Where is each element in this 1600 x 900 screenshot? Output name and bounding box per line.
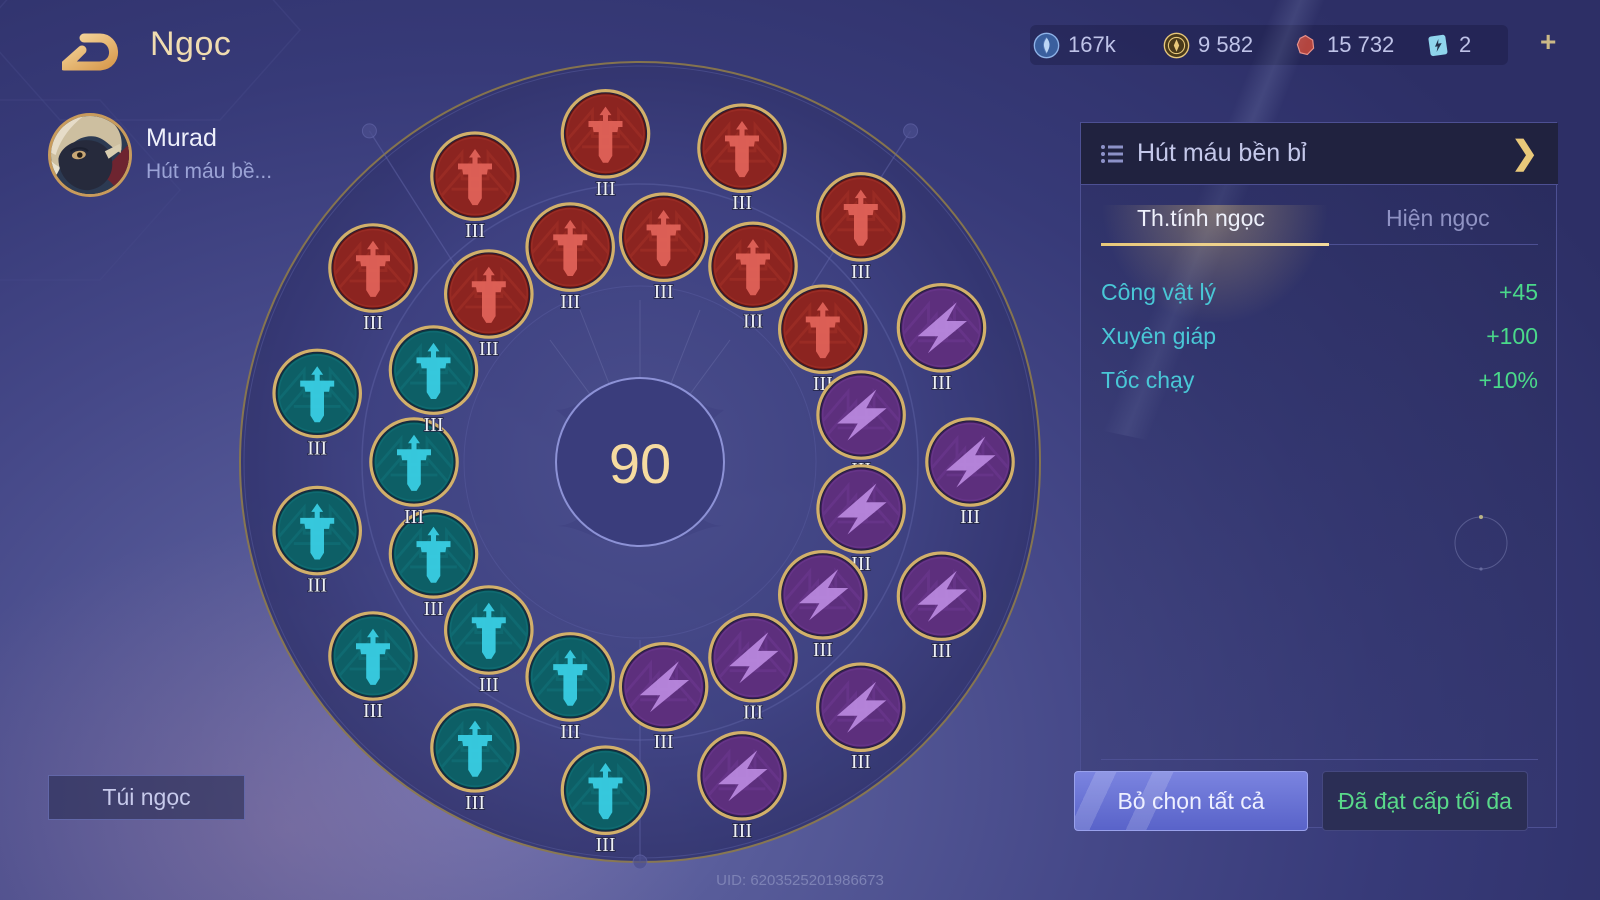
svg-text:III: III — [732, 820, 752, 842]
svg-text:III: III — [404, 506, 424, 528]
svg-text:III: III — [851, 751, 871, 773]
svg-text:III: III — [732, 192, 752, 214]
svg-text:III: III — [424, 414, 444, 436]
svg-text:III: III — [307, 575, 327, 597]
svg-text:III: III — [851, 261, 871, 283]
svg-text:III: III — [743, 310, 763, 332]
svg-text:III: III — [307, 437, 327, 459]
svg-text:III: III — [363, 312, 383, 334]
svg-text:III: III — [479, 674, 499, 696]
svg-text:III: III — [932, 372, 952, 394]
svg-text:III: III — [960, 506, 980, 528]
svg-text:III: III — [465, 220, 485, 242]
svg-text:III: III — [596, 178, 616, 200]
svg-text:III: III — [654, 731, 674, 753]
svg-text:90: 90 — [609, 432, 671, 495]
svg-text:III: III — [479, 338, 499, 360]
svg-text:III: III — [654, 281, 674, 303]
svg-text:III: III — [363, 700, 383, 722]
svg-text:III: III — [743, 702, 763, 724]
svg-text:III: III — [596, 834, 616, 856]
svg-text:III: III — [932, 640, 952, 662]
svg-text:III: III — [465, 792, 485, 814]
svg-text:III: III — [813, 639, 833, 661]
svg-text:III: III — [560, 721, 580, 743]
svg-text:III: III — [560, 291, 580, 313]
svg-text:III: III — [424, 598, 444, 620]
